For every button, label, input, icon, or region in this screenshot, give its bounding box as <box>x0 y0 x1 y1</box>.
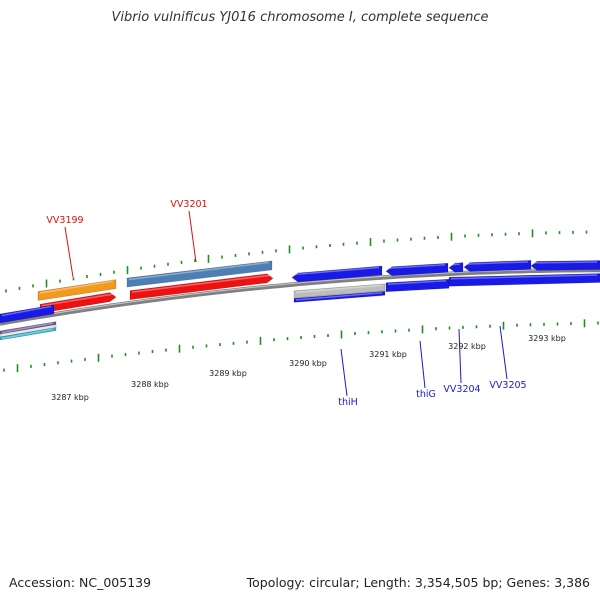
gene-reverse-grey <box>293 283 386 299</box>
gene-forward-red-b <box>129 273 274 300</box>
outer-tick-track <box>5 229 588 293</box>
gene-reverse-left <box>0 304 55 324</box>
label-thih: thiH <box>338 397 358 408</box>
gene-reverse-thig-shine <box>387 279 447 285</box>
gene-forward-orange-shine <box>39 280 114 294</box>
gene-forward-red-b-shine <box>131 274 271 293</box>
gene-reverse-1-body <box>291 265 383 283</box>
scale-label: 3290 kbp <box>289 359 327 368</box>
gene-forward-red-a-shine <box>41 293 114 307</box>
gene-reverse-left-purple-shine <box>1 322 54 334</box>
gene-forward-steelblue <box>126 260 273 288</box>
gene-reverse-left-cyan-shine <box>1 328 54 340</box>
gene-reverse-long-shine <box>450 274 598 280</box>
label-vv3204-leader <box>458 328 462 384</box>
scale-label: 3289 kbp <box>209 369 247 378</box>
scale-label: 3293 kbp <box>528 334 566 343</box>
gene-reverse-2-body <box>385 262 449 277</box>
gene-reverse-4-shine <box>465 261 529 265</box>
gene-reverse-2-shine <box>387 264 446 269</box>
topology-summary: Topology: circular; Length: 3,354,505 bp… <box>246 575 590 590</box>
gene-forward-orange-body <box>37 279 117 301</box>
gene-reverse-thih-shine <box>295 292 383 301</box>
gene-reverse-long-body <box>448 273 600 287</box>
gene-reverse-left-cyan-body <box>0 327 57 341</box>
gene-reverse-thig <box>385 278 450 293</box>
scale-label: 3292 kbp <box>448 342 486 351</box>
map-labels: VV3199 VV3201 thiH thiG VV3204 VV3205 3287 kbp… <box>46 199 565 408</box>
gene-reverse-4 <box>463 260 532 272</box>
gene-reverse-grey-body <box>293 283 386 299</box>
label-vv3205: VV3205 <box>489 380 526 391</box>
gene-forward-red-b-body <box>129 273 274 300</box>
gene-forward-steelblue-body <box>126 260 273 288</box>
gene-reverse-5 <box>530 260 600 271</box>
gene-reverse-4-body <box>463 260 532 272</box>
gene-forward-orange <box>37 279 117 301</box>
label-thig: thiG <box>416 389 436 400</box>
gene-reverse-left-shine <box>1 305 52 317</box>
gene-forward-steelblue-shine <box>128 261 270 281</box>
label-vv3199-leader <box>64 226 74 278</box>
gene-reverse-left-grey-shine <box>1 325 54 337</box>
map-title: Vibrio vulnificus YJ016 chromosome I, co… <box>111 10 489 25</box>
gene-reverse-5-shine <box>532 261 598 264</box>
gene-reverse-left-body <box>0 304 55 324</box>
label-thih-leader <box>340 348 348 397</box>
label-leader-lines <box>64 210 508 397</box>
inner-tick-track <box>3 319 599 373</box>
label-vv3204: VV3204 <box>443 384 480 395</box>
accession-text: Accession: NC_005139 <box>9 575 152 590</box>
gene-reverse-3 <box>448 262 464 273</box>
gene-reverse-3-shine <box>450 263 461 266</box>
label-vv3205-leader <box>499 325 508 380</box>
gene-reverse-thih-body <box>293 290 386 303</box>
gene-reverse-long <box>448 273 600 287</box>
gene-reverse-left-cyan <box>0 327 57 341</box>
scale-label: 3287 kbp <box>51 393 89 402</box>
gene-reverse-3-body <box>448 262 464 273</box>
gene-features <box>0 260 600 341</box>
gene-reverse-thih <box>293 290 386 303</box>
label-vv3201-leader <box>188 210 197 263</box>
label-vv3201: VV3201 <box>170 199 207 210</box>
gene-reverse-thig-body <box>385 278 450 293</box>
gene-reverse-2 <box>385 262 449 277</box>
label-thig-leader <box>419 340 426 389</box>
backbone-line <box>0 267 600 326</box>
scale-label: 3288 kbp <box>131 380 169 389</box>
scale-label: 3291 kbp <box>369 350 407 359</box>
gene-reverse-1-shine <box>293 266 380 276</box>
gene-reverse-grey-shine <box>295 284 383 294</box>
label-vv3199: VV3199 <box>46 215 83 226</box>
backbone-highlight <box>0 268 600 323</box>
chromosome-backbone <box>0 267 600 326</box>
gene-reverse-1 <box>291 265 383 283</box>
gene-reverse-5-body <box>530 260 600 271</box>
